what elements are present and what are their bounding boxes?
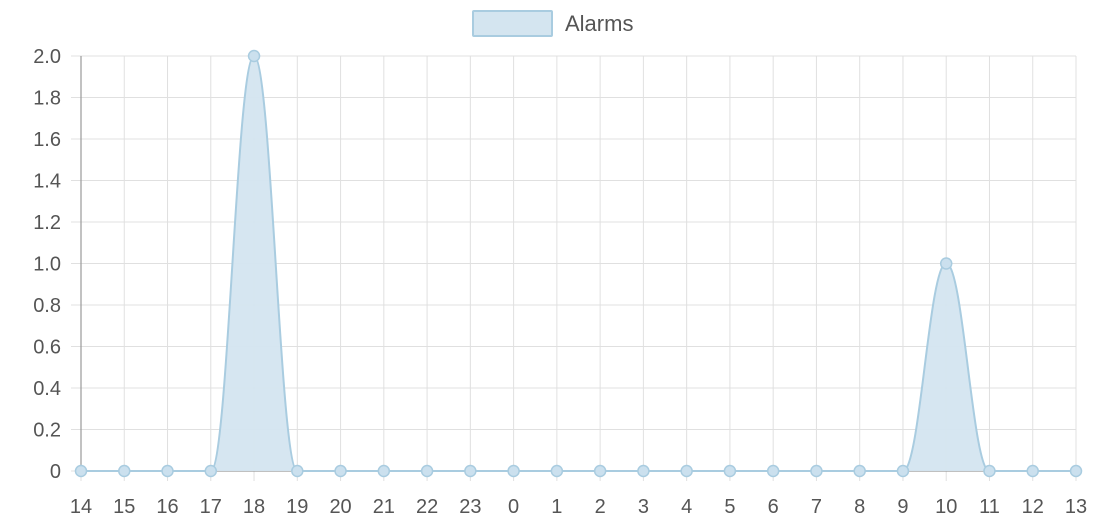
data-point: [939, 257, 953, 270]
x-tick-label: 16: [156, 496, 178, 518]
x-tick-label: 11: [979, 496, 1000, 518]
data-point: [118, 464, 131, 478]
y-axis-ticks: 0 0.2 0.4 0.6 0.8 1.0 1.2 1.4 1.6 1.8 2.0: [33, 46, 61, 483]
data-point: [983, 464, 996, 478]
x-tick-label: 10: [935, 496, 957, 518]
data-point: [766, 464, 780, 478]
x-tick-label: 8: [854, 496, 865, 518]
x-tick-label: 12: [1022, 496, 1044, 518]
x-tick-label: 6: [768, 496, 779, 518]
y-tick-label: 1.6: [33, 129, 61, 151]
y-tick-label: 0.8: [33, 295, 61, 317]
legend[interactable]: Alarms: [472, 10, 633, 37]
data-point: [464, 464, 477, 478]
legend-label-alarms: Alarms: [565, 11, 633, 36]
data-point: [204, 464, 218, 478]
x-tick-label: 1: [551, 496, 562, 518]
x-tick-label: 2: [595, 496, 606, 518]
data-point: [637, 464, 650, 478]
data-point: [291, 464, 304, 478]
x-tick-label: 4: [681, 496, 692, 518]
x-tick-label: 21: [373, 496, 395, 518]
legend-swatch: [472, 10, 553, 37]
data-point: [420, 464, 434, 478]
data-point: [74, 464, 88, 478]
data-point: [550, 464, 564, 478]
data-point: [810, 464, 823, 478]
y-tick-label: 1.0: [33, 254, 61, 276]
x-tick-label: 15: [113, 496, 135, 518]
y-tick-label: 1.4: [33, 171, 61, 193]
data-point: [593, 464, 607, 478]
x-tick-label: 18: [243, 496, 265, 518]
data-point: [377, 464, 391, 478]
y-tick-label: 0.2: [33, 420, 61, 442]
x-tick-label: 22: [416, 496, 438, 518]
x-tick-label: 23: [459, 496, 481, 518]
data-point: [680, 464, 693, 478]
data-point: [161, 464, 174, 478]
data-point: [896, 464, 910, 478]
x-tick-label: 14: [70, 496, 92, 518]
x-tick-label: 19: [286, 496, 308, 518]
x-tick-label: 9: [897, 496, 908, 518]
y-tick-label: 0.6: [33, 337, 61, 359]
x-tick-label: 7: [811, 496, 822, 518]
x-axis-ticks: 14 15 16 17 18 19 20 21 22 23 0 1 2 3 4 5 6 7 8 9 10 11 12 13: [70, 496, 1087, 518]
data-point: [247, 49, 261, 63]
x-tick-label: 3: [638, 496, 649, 518]
y-tick-label: 0.4: [33, 378, 61, 400]
data-point: [853, 464, 866, 478]
x-tick-label: 17: [200, 496, 222, 518]
data-point: [1026, 464, 1039, 478]
y-tick-label: 2.0: [33, 46, 61, 68]
x-tick-label: 5: [724, 496, 735, 518]
x-tick-label: 13: [1065, 496, 1087, 518]
series-points: [74, 49, 1083, 478]
y-tick-label: 0: [50, 461, 61, 483]
data-point: [507, 464, 520, 478]
data-point: [334, 464, 347, 478]
data-point: [1069, 464, 1083, 478]
y-tick-label: 1.8: [33, 88, 61, 110]
data-point: [723, 464, 737, 478]
x-tick-label: 20: [329, 496, 351, 518]
y-tick-label: 1.2: [33, 212, 61, 234]
x-tick-label: 0: [508, 496, 519, 518]
